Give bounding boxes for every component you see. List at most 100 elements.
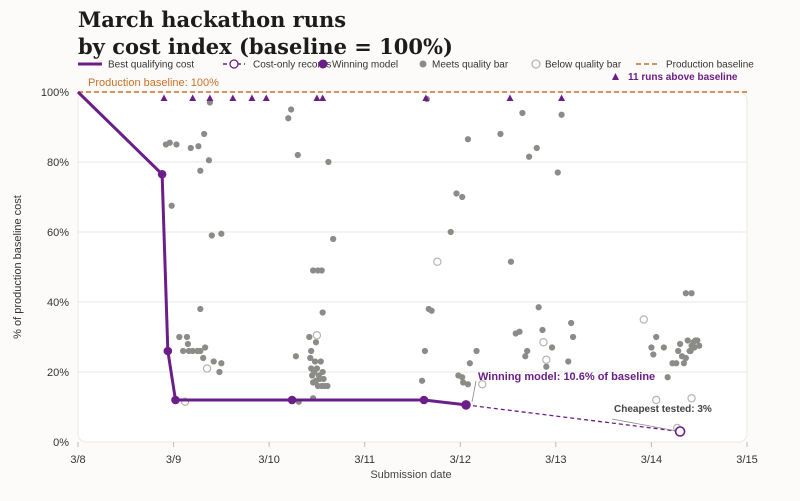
meets-quality-point xyxy=(197,347,204,355)
meets-quality-point xyxy=(184,340,192,348)
above-baseline-marker xyxy=(319,94,327,101)
meets-quality-point xyxy=(168,202,175,209)
meets-quality-point xyxy=(535,304,542,311)
meets-quality-point xyxy=(650,351,657,358)
record-point xyxy=(419,395,429,405)
x-tick-label: 3/14 xyxy=(641,454,662,466)
below-quality-point xyxy=(478,380,487,389)
x-tick-label: 3/8 xyxy=(70,454,85,466)
x-tick-label: 3/11 xyxy=(354,454,375,466)
legend-label: Meets quality bar xyxy=(432,60,509,71)
below-quality-point xyxy=(539,338,548,347)
y-axis-label: % of production baseline cost xyxy=(12,195,24,339)
meets-quality-point xyxy=(325,158,332,166)
meets-quality-point xyxy=(519,109,526,117)
meets-quality-point xyxy=(524,347,531,355)
y-tick-label: 80% xyxy=(47,157,69,169)
meets-quality-point xyxy=(210,358,217,365)
meets-quality-point xyxy=(218,230,225,237)
y-tick-label: 40% xyxy=(47,297,69,309)
above-baseline-marker xyxy=(262,94,270,101)
meets-quality-point xyxy=(473,347,480,355)
meets-quality-point xyxy=(428,307,435,314)
below-quality-point xyxy=(433,257,442,266)
meets-quality-point xyxy=(317,358,324,365)
meets-quality-point xyxy=(687,347,694,355)
meets-quality-point xyxy=(197,305,204,313)
baseline-label: Production baseline: 100% xyxy=(88,77,219,89)
meets-quality-point xyxy=(308,347,315,355)
meets-quality-point xyxy=(197,167,204,174)
meets-quality-point xyxy=(533,144,540,152)
annotation-layer: Winning model: 10.6% of baseline Cheapest… xyxy=(471,371,712,431)
meets-quality-point xyxy=(324,382,331,390)
above-baseline-legend-marker xyxy=(612,73,619,80)
meets-quality-point xyxy=(680,360,688,367)
meets-quality-point xyxy=(459,193,466,201)
grid-lines xyxy=(78,161,747,373)
meets-quality-point xyxy=(292,353,300,360)
y-tick-label: 60% xyxy=(47,227,69,239)
meets-quality-point xyxy=(554,169,561,176)
x-tick-label: 3/13 xyxy=(545,454,566,466)
x-tick-label: 3/9 xyxy=(166,454,181,466)
meets-quality-point xyxy=(187,144,194,152)
meets-quality-point xyxy=(421,347,429,355)
legend-label: Cost-only records xyxy=(253,60,331,71)
meets-quality-point xyxy=(675,347,682,355)
meets-quality-point xyxy=(459,374,466,381)
record-point xyxy=(171,395,180,405)
record-point xyxy=(157,169,167,179)
below-quality-point xyxy=(687,394,696,403)
legend-swatch-winning xyxy=(318,59,328,69)
meets-quality-point xyxy=(285,115,292,122)
x-tick-label: 3/15 xyxy=(736,454,757,466)
meets-quality-point xyxy=(688,290,695,297)
meets-quality-point xyxy=(464,136,472,143)
meets-quality-point xyxy=(682,290,689,297)
meets-quality-point xyxy=(216,368,223,376)
y-tick-label: 0% xyxy=(53,437,69,449)
y-tick-label: 100% xyxy=(41,87,69,99)
meets-quality-point xyxy=(507,258,515,265)
meets-quality-point xyxy=(568,319,575,327)
meets-quality-point xyxy=(310,267,317,274)
above-baseline-marker xyxy=(558,94,566,101)
chart-title-line-1: March hackathon runs xyxy=(78,7,347,32)
meets-quality-point xyxy=(313,365,321,372)
meets-quality-point xyxy=(692,337,699,344)
meets-quality-point xyxy=(319,368,326,376)
cheapest-tested-point xyxy=(674,426,686,437)
meets-quality-point xyxy=(565,358,572,365)
meets-quality-point xyxy=(330,235,337,243)
meets-quality-point xyxy=(166,139,173,146)
meets-quality-point xyxy=(466,360,473,367)
meets-quality-point xyxy=(558,111,565,118)
meets-quality-point xyxy=(307,354,314,362)
record-point xyxy=(163,346,173,356)
cheapest-leader xyxy=(611,418,675,431)
below-quality-point xyxy=(202,364,212,373)
meets-quality-point xyxy=(664,374,671,381)
below-quality-point xyxy=(639,315,648,324)
meets-quality-point xyxy=(497,130,504,138)
meets-quality-point xyxy=(320,375,327,383)
y-axis-ticks: 0% 20% 40% 60% 80% 100% xyxy=(41,87,69,449)
meets-quality-point xyxy=(453,190,460,197)
above-baseline-label: 11 runs above baseline xyxy=(628,72,738,83)
winning-model-point xyxy=(461,400,471,410)
meets-quality-point xyxy=(682,354,689,362)
legend-swatch-meets xyxy=(419,60,427,68)
legend-label: Production baseline xyxy=(666,60,754,71)
x-tick-label: 3/12 xyxy=(450,454,471,466)
meets-quality-point xyxy=(522,353,529,360)
meets-quality-point xyxy=(525,153,533,160)
meets-quality-point xyxy=(673,360,680,367)
meets-quality-point xyxy=(418,377,426,384)
meets-quality-point xyxy=(447,228,454,236)
meets-quality-point xyxy=(569,333,577,341)
meets-quality-point xyxy=(653,333,660,341)
meets-quality-point xyxy=(684,337,691,344)
plot-area xyxy=(77,91,748,443)
meets-quality-point xyxy=(311,358,319,365)
